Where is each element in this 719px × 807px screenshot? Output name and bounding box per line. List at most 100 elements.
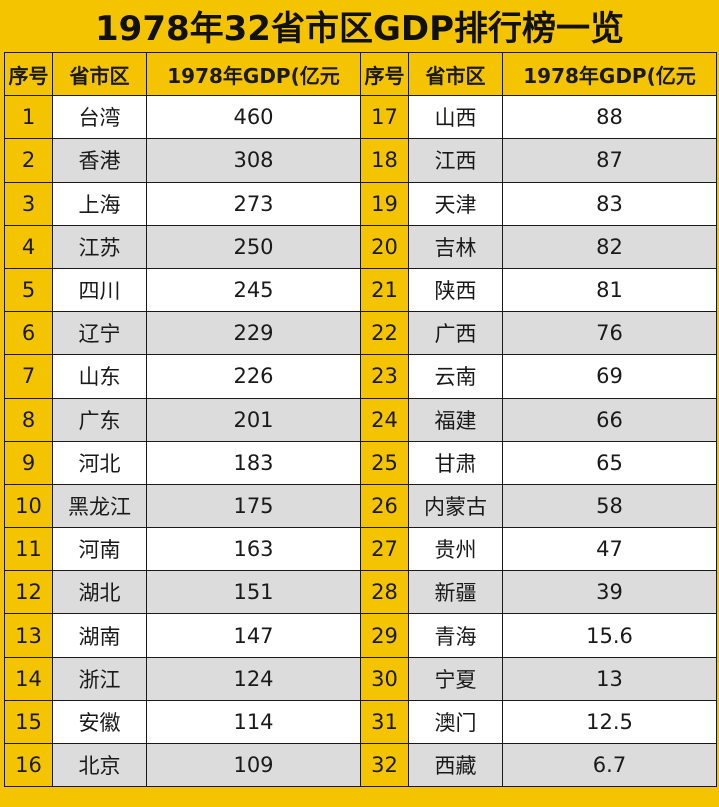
gdp-cell: 183: [146, 440, 361, 485]
rank-cell: 17: [360, 95, 409, 140]
rank-cell: 8: [4, 397, 53, 442]
table-row: 16 北京 109 32 西藏 6.7: [4, 742, 717, 788]
rank-cell: 23: [360, 354, 409, 399]
rank-cell: 4: [4, 224, 53, 269]
province-cell: 湖北: [52, 570, 147, 615]
table-row: 14 浙江 124 30 宁夏 13: [4, 656, 717, 701]
table-row: 4 江苏 250 20 吉林 82: [4, 224, 717, 269]
gdp-cell: 47: [502, 527, 717, 572]
table-row: 1 台湾 460 17 山西 88: [4, 95, 717, 140]
table-row: 7 山东 226 23 云南 69: [4, 354, 717, 399]
rank-cell: 11: [4, 527, 53, 572]
gdp-cell: 163: [146, 527, 361, 572]
table-row: 10 黑龙江 175 26 内蒙古 58: [4, 483, 717, 529]
rank-cell: 16: [4, 742, 53, 788]
table-row: 2 香港 308 18 江西 87: [4, 138, 717, 183]
gdp-cell: 87: [502, 138, 717, 183]
gdp-cell: 13: [502, 656, 717, 701]
rank-cell: 3: [4, 181, 53, 226]
rank-cell: 21: [360, 267, 409, 313]
province-cell: 辽宁: [52, 311, 147, 356]
province-cell: 青海: [408, 613, 503, 658]
gdp-cell: 308: [146, 138, 361, 183]
province-cell: 香港: [52, 138, 147, 183]
province-cell: 黑龙江: [52, 483, 147, 529]
rank-cell: 22: [360, 311, 409, 356]
rank-cell: 10: [4, 483, 53, 529]
rank-cell: 13: [4, 613, 53, 658]
province-cell: 山西: [408, 95, 503, 140]
table-row: 11 河南 163 27 贵州 47: [4, 527, 717, 572]
province-cell: 安徽: [52, 699, 147, 745]
header-province-left: 省市区: [52, 51, 147, 97]
gdp-cell: 250: [146, 224, 361, 269]
table-header-row: 序号 省市区 1978年GDP(亿元 序号 省市区 1978年GDP(亿元: [4, 51, 717, 97]
province-cell: 上海: [52, 181, 147, 226]
province-cell: 贵州: [408, 527, 503, 572]
province-cell: 云南: [408, 354, 503, 399]
table-body: 1 台湾 460 17 山西 88 2 香港 308 18 江西 87 3 上海 273 19 天津 83 4 江苏 2…: [4, 95, 717, 788]
province-cell: 吉林: [408, 224, 503, 269]
gdp-cell: 83: [502, 181, 717, 226]
gdp-cell: 58: [502, 483, 717, 529]
gdp-cell: 114: [146, 699, 361, 745]
table-row: 12 湖北 151 28 新疆 39: [4, 570, 717, 615]
gdp-cell: 273: [146, 181, 361, 226]
province-cell: 四川: [52, 267, 147, 313]
gdp-cell: 226: [146, 354, 361, 399]
rank-cell: 31: [360, 699, 409, 745]
province-cell: 澳门: [408, 699, 503, 745]
gdp-cell: 6.7: [502, 742, 717, 788]
rank-cell: 19: [360, 181, 409, 226]
rank-cell: 29: [360, 613, 409, 658]
rank-cell: 30: [360, 656, 409, 701]
province-cell: 山东: [52, 354, 147, 399]
gdp-cell: 201: [146, 397, 361, 442]
gdp-cell: 82: [502, 224, 717, 269]
gdp-cell: 15.6: [502, 613, 717, 658]
gdp-cell: 69: [502, 354, 717, 399]
gdp-cell: 229: [146, 311, 361, 356]
gdp-cell: 124: [146, 656, 361, 701]
rank-cell: 12: [4, 570, 53, 615]
province-cell: 宁夏: [408, 656, 503, 701]
header-gdp-right: 1978年GDP(亿元: [502, 51, 717, 97]
province-cell: 内蒙古: [408, 483, 503, 529]
rank-cell: 20: [360, 224, 409, 269]
page-title: 1978年32省市区GDP排行榜一览: [95, 8, 624, 49]
gdp-cell: 109: [146, 742, 361, 788]
rank-cell: 1: [4, 95, 53, 140]
rank-cell: 6: [4, 311, 53, 356]
rank-cell: 32: [360, 742, 409, 788]
header-province-right: 省市区: [408, 51, 503, 97]
province-cell: 河南: [52, 527, 147, 572]
gdp-cell: 65: [502, 440, 717, 485]
province-cell: 新疆: [408, 570, 503, 615]
gdp-cell: 175: [146, 483, 361, 529]
rank-cell: 28: [360, 570, 409, 615]
rank-cell: 18: [360, 138, 409, 183]
gdp-cell: 460: [146, 95, 361, 140]
gdp-cell: 151: [146, 570, 361, 615]
header-rank-right: 序号: [360, 51, 409, 97]
gdp-cell: 147: [146, 613, 361, 658]
gdp-cell: 76: [502, 311, 717, 356]
province-cell: 福建: [408, 397, 503, 442]
rank-cell: 26: [360, 483, 409, 529]
gdp-cell: 66: [502, 397, 717, 442]
rank-cell: 25: [360, 440, 409, 485]
province-cell: 浙江: [52, 656, 147, 701]
rank-cell: 2: [4, 138, 53, 183]
province-cell: 陕西: [408, 267, 503, 313]
rank-cell: 7: [4, 354, 53, 399]
province-cell: 台湾: [52, 95, 147, 140]
header-rank-left: 序号: [4, 51, 53, 97]
rank-cell: 27: [360, 527, 409, 572]
province-cell: 广西: [408, 311, 503, 356]
province-cell: 湖南: [52, 613, 147, 658]
gdp-cell: 245: [146, 267, 361, 313]
table-row: 15 安徽 114 31 澳门 12.5: [4, 699, 717, 745]
header-gdp-left: 1978年GDP(亿元: [146, 51, 361, 97]
